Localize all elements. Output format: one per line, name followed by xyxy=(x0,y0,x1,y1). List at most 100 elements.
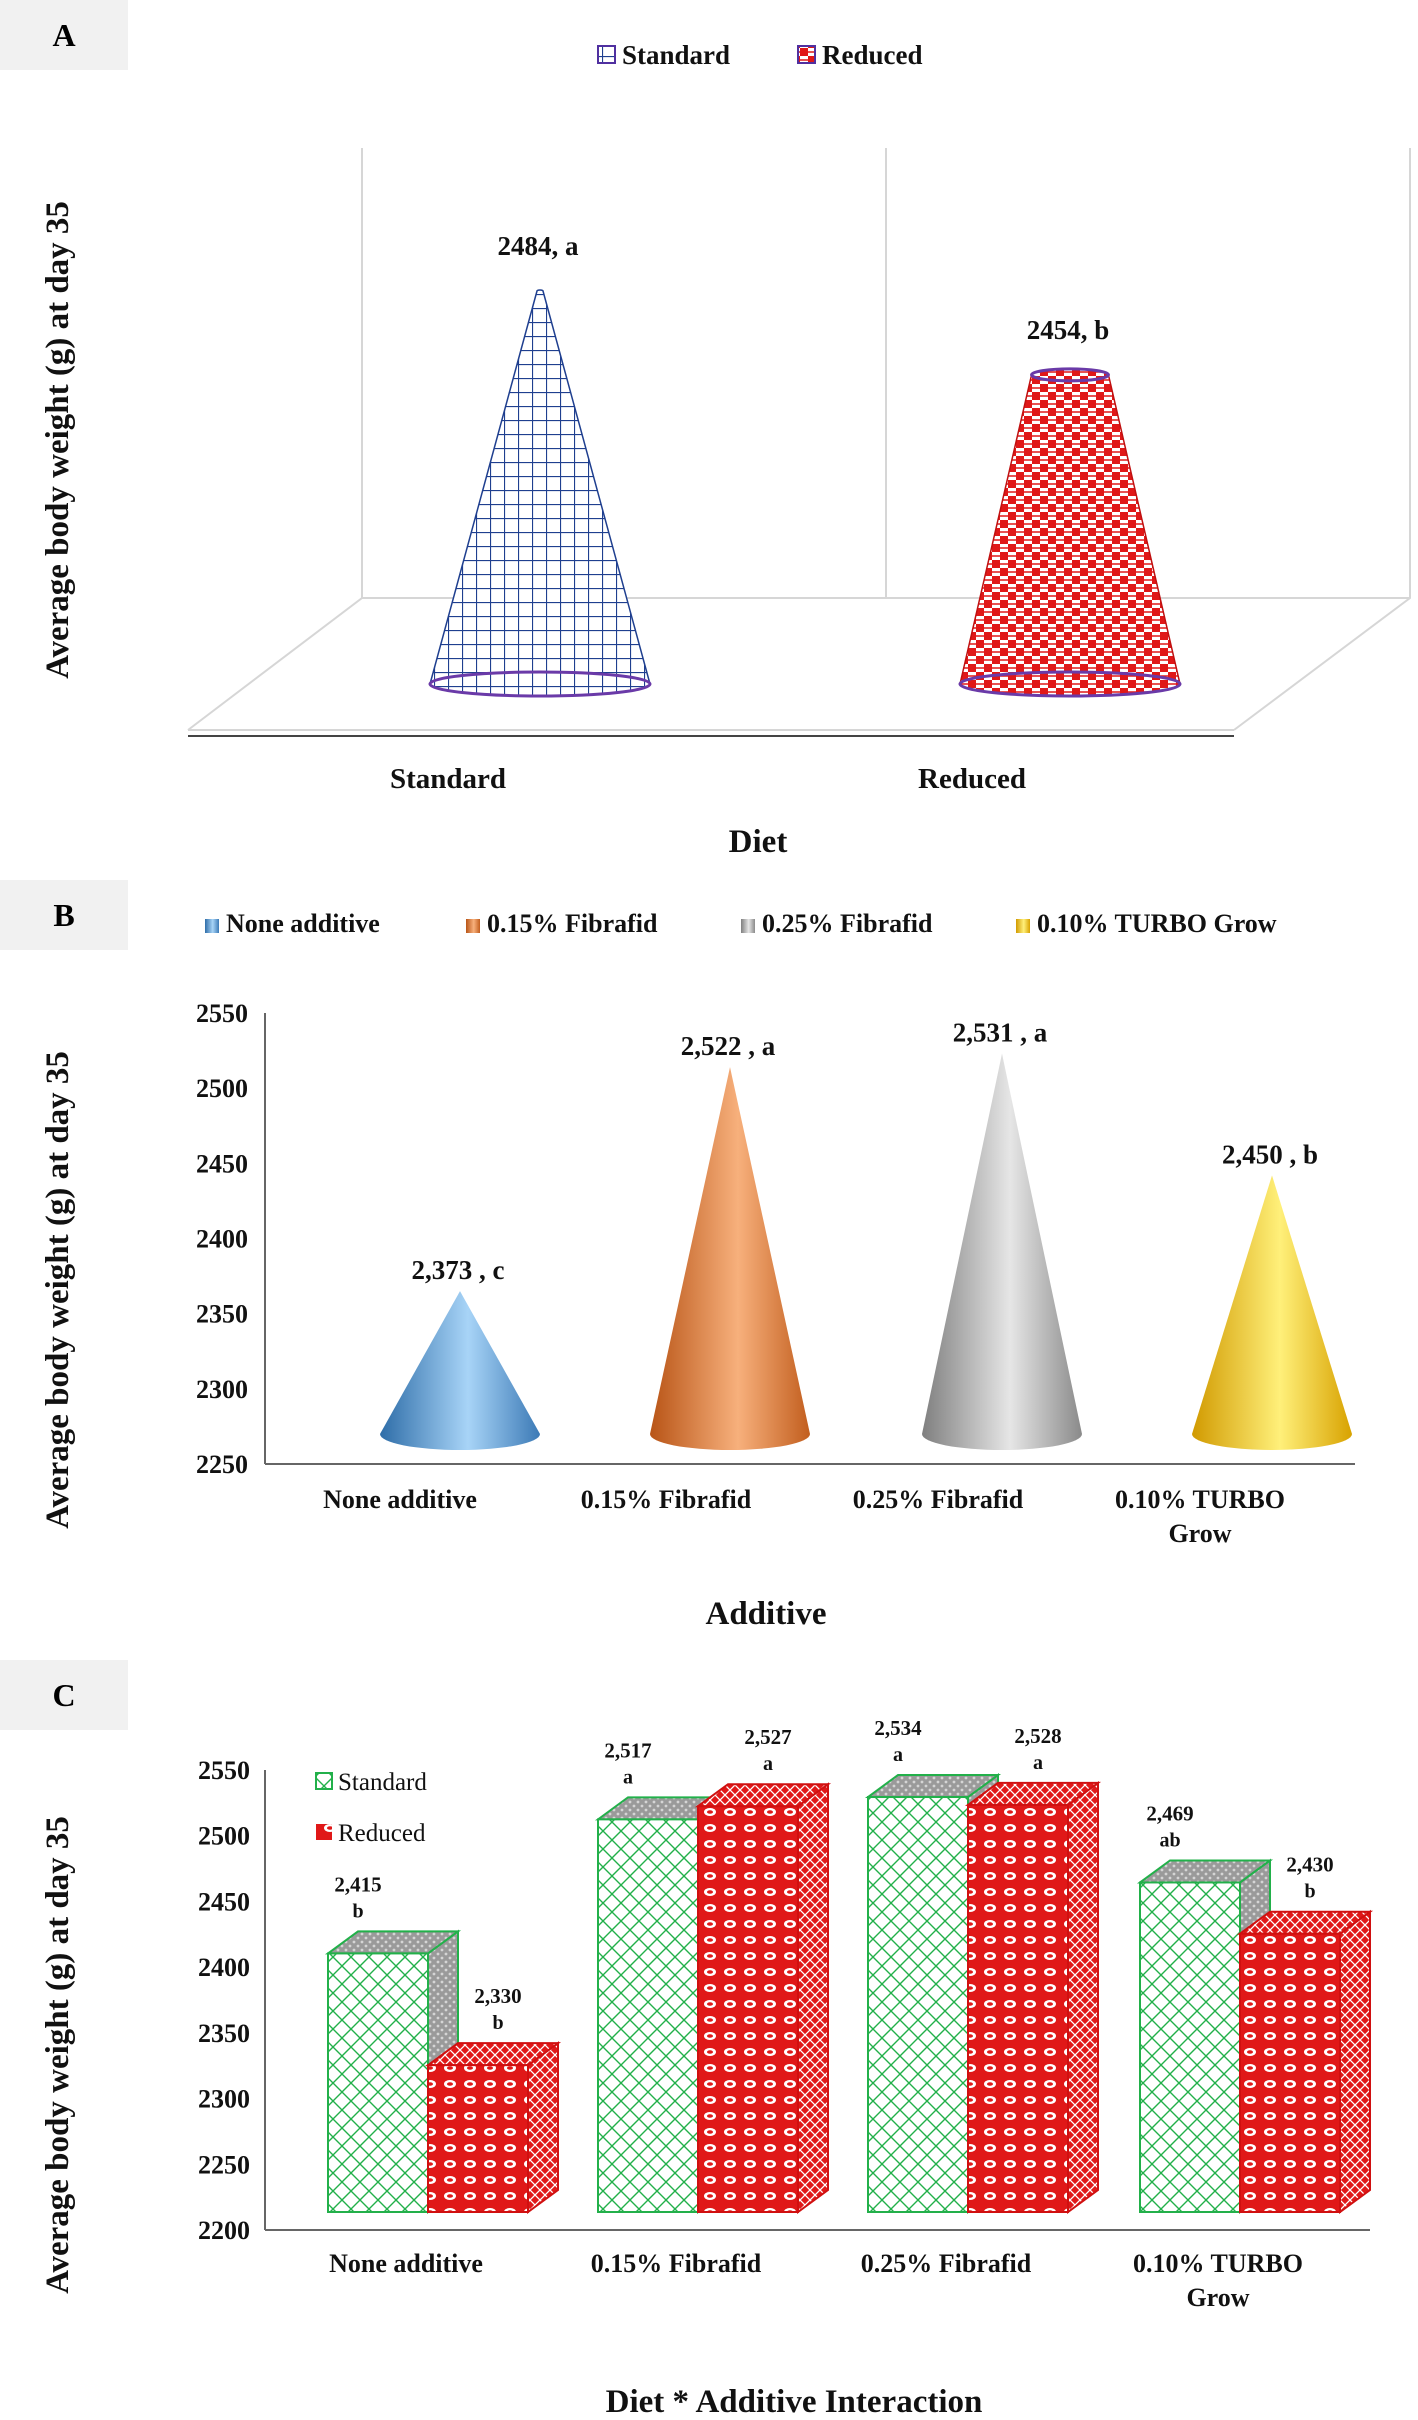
y-tick-label: 2300 xyxy=(198,2085,250,2114)
data-label: 2484, a xyxy=(498,231,580,261)
y-tick-label: 2250 xyxy=(198,2150,250,2179)
bars: 2,415 b 2,330 b 2,517 a 2,527 a 2,534 a 2,528 a 2,46… xyxy=(324,1716,1374,2214)
x-ticks: None additive 0.15% Fibrafid 0.25% Fibra… xyxy=(329,2249,1303,2312)
panel-b-chart: None additive 0.15% Fibrafid 0.25% Fibra… xyxy=(40,909,1355,1632)
data-label-letter: a xyxy=(763,1753,773,1775)
panel-a: A Standard Reduced xyxy=(0,0,1418,860)
legend-swatch xyxy=(741,919,755,933)
data-label-letter: a xyxy=(623,1766,633,1788)
panel-a-chart: Standard Reduced 2484, a 2454, b Standard… xyxy=(40,40,1411,860)
x-ticks: None additive 0.15% Fibrafid 0.25% Fibra… xyxy=(323,1485,1285,1548)
legend-label: 0.15% Fibrafid xyxy=(487,909,658,938)
panel-b: B None additive 0.15% Fibrafid xyxy=(0,880,1418,1640)
legend-label: 0.25% Fibrafid xyxy=(762,909,933,938)
legend-swatch-standard xyxy=(315,1772,333,1790)
y-tick-label: 2350 xyxy=(196,1300,248,1329)
data-label-value: 2,527 xyxy=(744,1725,791,1749)
legend-swatch xyxy=(466,919,480,933)
legend-swatch xyxy=(205,919,219,933)
legend-label: 0.10% TURBO Grow xyxy=(1037,909,1277,938)
legend-label-reduced: Reduced xyxy=(338,1820,426,1847)
y-ticks: 2200 2250 2300 2350 2400 2450 2500 2550 xyxy=(198,1756,250,2245)
x-axis-label: Diet xyxy=(729,824,788,860)
legend-item-none-additive: None additive xyxy=(205,909,380,938)
data-label-value: 2,534 xyxy=(874,1716,922,1740)
legend-label: None additive xyxy=(226,909,380,938)
legend-swatch xyxy=(1016,919,1030,933)
y-tick-label: 2550 xyxy=(196,999,248,1028)
y-tick-label: 2250 xyxy=(196,1450,248,1479)
x-axis-label: Diet * Additive Interaction xyxy=(606,2384,983,2420)
y-tick-label: 2400 xyxy=(196,1225,248,1254)
panel-a-tag: A xyxy=(0,0,128,70)
y-tick-label: 2200 xyxy=(198,2216,250,2245)
bar-reduced-2: 2,527 a xyxy=(694,1725,832,2214)
data-label-letter: b xyxy=(352,1900,363,1922)
legend-item-turbo-grow: 0.10% TURBO Grow xyxy=(1016,909,1277,938)
y-axis-label: Average body weight (g) at day 35 xyxy=(40,1816,76,2294)
legend-item-fibrafid-015: 0.15% Fibrafid xyxy=(466,909,658,938)
panel-c-tag: C xyxy=(0,1660,128,1730)
data-label-letter: b xyxy=(492,2012,503,2034)
x-tick-fibrafid-015: 0.15% Fibrafid xyxy=(591,2249,762,2278)
x-tick-none-additive: None additive xyxy=(323,1485,477,1514)
bar-reduced-3: 2,528 a xyxy=(964,1724,1102,2214)
legend: Standard Reduced xyxy=(597,40,923,70)
x-tick-fibrafid-025: 0.25% Fibrafid xyxy=(853,1485,1024,1514)
data-label-value: 2,528 xyxy=(1014,1724,1061,1748)
legend-label-standard: Standard xyxy=(338,1769,427,1796)
x-tick-standard: Standard xyxy=(390,763,506,795)
legend-label-reduced: Reduced xyxy=(822,40,923,70)
x-tick-fibrafid-025: 0.25% Fibrafid xyxy=(861,2249,1032,2278)
y-tick-label: 2400 xyxy=(198,1953,250,1982)
cone-standard: 2484, a xyxy=(428,231,652,698)
y-tick-label: 2550 xyxy=(198,1756,250,1785)
y-axis-label: Average body weight (g) at day 35 xyxy=(40,1051,76,1529)
data-label: 2,373 , c xyxy=(412,1255,505,1285)
bar-reduced-1: 2,330 b xyxy=(424,1984,562,2214)
legend: None additive 0.15% Fibrafid 0.25% Fibra… xyxy=(205,909,1277,938)
data-label-letter: b xyxy=(1304,1881,1315,1903)
data-label: 2454, b xyxy=(1027,315,1110,345)
y-tick-label: 2450 xyxy=(198,1887,250,1916)
data-label-value: 2,469 xyxy=(1146,1801,1193,1825)
y-tick-label: 2300 xyxy=(196,1375,248,1404)
plot-frame xyxy=(187,148,1411,731)
y-ticks: 2250 2300 2350 2400 2450 2500 2550 xyxy=(196,999,248,1479)
data-label-value: 2,517 xyxy=(604,1738,651,1762)
data-label-letter: ab xyxy=(1159,1829,1180,1851)
legend-swatch-standard xyxy=(597,45,616,64)
data-label-value: 2,415 xyxy=(334,1872,381,1896)
cone-1: 2,373 , c xyxy=(380,1255,540,1450)
x-tick-fibrafid-015: 0.15% Fibrafid xyxy=(581,1485,752,1514)
cones: 2,373 , c 2,522 , a 2,531 , a 2,450 , b xyxy=(380,1018,1352,1450)
y-tick-label: 2350 xyxy=(198,2019,250,2048)
x-tick-turbo-grow: 0.10% TURBO Grow xyxy=(1115,1485,1285,1548)
panel-c: C 2200 2250 2300 2350 2400 2450 2500 2550 xyxy=(0,1660,1418,2420)
legend-swatch-reduced xyxy=(316,1824,332,1840)
cone-reduced: 2454, b xyxy=(958,315,1182,698)
data-label-value: 2,330 xyxy=(474,1984,521,2008)
data-label-letter: a xyxy=(893,1744,903,1766)
data-label: 2,450 , b xyxy=(1222,1139,1318,1169)
x-axis-label: Additive xyxy=(705,1596,826,1632)
legend: Standard Reduced xyxy=(315,1769,427,1847)
data-label: 2,522 , a xyxy=(681,1031,776,1061)
panel-b-tag: B xyxy=(0,880,128,950)
cone-4: 2,450 , b xyxy=(1192,1139,1352,1450)
x-tick-turbo-grow: 0.10% TURBO Grow xyxy=(1133,2249,1303,2312)
y-tick-label: 2500 xyxy=(196,1074,248,1103)
cone-3: 2,531 , a xyxy=(922,1018,1082,1450)
y-axis-label: Average body weight (g) at day 35 xyxy=(40,201,76,679)
legend-label-standard: Standard xyxy=(622,40,730,70)
legend-item-fibrafid-025: 0.25% Fibrafid xyxy=(741,909,933,938)
bar-reduced-4: 2,430 b xyxy=(1236,1853,1374,2214)
data-label-letter: a xyxy=(1033,1752,1043,1774)
y-tick-label: 2500 xyxy=(198,1822,250,1851)
x-tick-none-additive: None additive xyxy=(329,2249,483,2278)
y-tick-label: 2450 xyxy=(196,1149,248,1178)
data-label: 2,531 , a xyxy=(953,1018,1048,1048)
data-label-value: 2,430 xyxy=(1286,1853,1333,1877)
legend-swatch-reduced xyxy=(797,45,816,64)
cones: 2484, a 2454, b xyxy=(428,231,1182,698)
